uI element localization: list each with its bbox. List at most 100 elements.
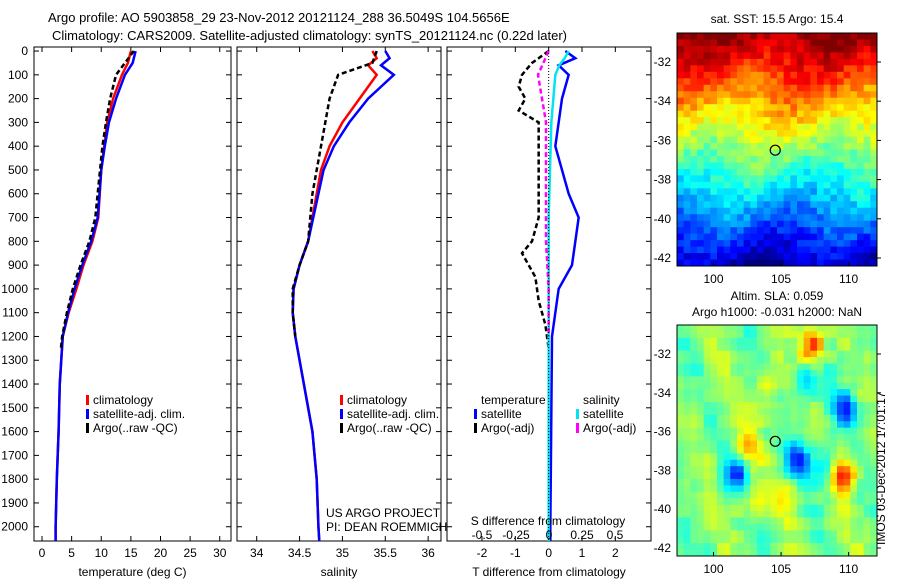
sla-map [677, 325, 878, 557]
x-tick-label: 0 [39, 546, 46, 560]
legend-label: Argo(-adj) [583, 421, 636, 435]
series-line-argo-raw-qc- [59, 50, 135, 349]
argo-location-marker [769, 435, 781, 447]
x-tick-label: 0 [545, 546, 552, 560]
depth-tick-label: 2000 [1, 520, 28, 534]
lon-tick-label: 100 [703, 562, 723, 576]
s-tick-label: -0.25 [502, 528, 530, 542]
x-tick-label: 20 [154, 546, 168, 560]
x-tick-label: 35.5 [374, 546, 398, 560]
x-tick-label: 35 [336, 546, 350, 560]
s-tick-label: 0.5 [607, 528, 624, 542]
s-axis-label: S difference from climatology [471, 514, 626, 528]
lat-tick-label: -40 [654, 212, 672, 226]
lat-tick-label: -42 [654, 251, 672, 265]
x-axis-label: T difference from climatology [472, 565, 626, 579]
depth-tick-label: 200 [8, 92, 28, 106]
legend-header-temperature: temperature [481, 393, 546, 407]
depth-tick-label: 800 [8, 234, 28, 248]
x-tick-label: 2 [612, 546, 619, 560]
lat-tick-label: -42 [654, 541, 672, 555]
legend-swatch [576, 423, 579, 433]
x-tick-label: 10 [95, 546, 109, 560]
lat-tick-label: -38 [654, 463, 672, 477]
depth-tick-label: 1000 [1, 282, 28, 296]
depth-tick-label: 600 [8, 187, 28, 201]
lon-tick-label: 100 [703, 272, 723, 286]
depth-tick-label: 1100 [2, 306, 28, 320]
map-frame [676, 32, 878, 267]
depth-tick-label: 1500 [1, 401, 28, 415]
x-tick-label: 5 [68, 546, 75, 560]
series-line-t-satellite [549, 50, 580, 541]
series-line-argo-raw-qc- [291, 50, 378, 337]
legend-swatch [576, 409, 579, 419]
x-axis-label: salinity [321, 565, 358, 579]
lat-tick-label: -38 [654, 173, 672, 187]
depth-tick-label: 1800 [1, 472, 28, 486]
legend-swatch [86, 409, 89, 419]
lon-tick-label: 110 [839, 562, 858, 576]
legend-swatch [340, 395, 343, 405]
depth-tick-label: 1700 [1, 448, 28, 462]
legend-swatch [340, 423, 343, 433]
argo-location-marker [769, 144, 781, 156]
legend-label: satellite [583, 407, 624, 421]
s-tick-label: 0 [546, 528, 553, 542]
lat-tick-label: -34 [654, 386, 672, 400]
project-label: US ARGO PROJECT [326, 506, 441, 520]
pi-label: PI: DEAN ROEMMICH [326, 520, 447, 534]
lon-tick-label: 105 [771, 562, 791, 576]
depth-tick-label: 900 [8, 258, 28, 272]
title-line1: Argo profile: AO 5903858_29 23-Nov-2012 … [48, 10, 510, 25]
legend-swatch [86, 395, 89, 405]
depth-tick-label: 1200 [1, 329, 28, 343]
depth-tick-label: 1400 [1, 377, 28, 391]
depth-tick-label: 500 [8, 163, 28, 177]
x-tick-label: 15 [124, 546, 138, 560]
depth-tick-label: 700 [8, 211, 28, 225]
lat-tick-label: -40 [654, 502, 672, 516]
legend-swatch [474, 423, 477, 433]
lat-tick-label: -34 [654, 94, 672, 108]
map-title: Altim. SLA: 0.059 [731, 289, 824, 303]
series-line-satellite-adj-clim- [54, 50, 137, 541]
depth-tick-label: 400 [8, 139, 28, 153]
legend-swatch [86, 423, 89, 433]
x-tick-label: 30 [213, 546, 227, 560]
s-tick-label: -0.5 [472, 528, 493, 542]
map-title: sat. SST: 15.5 Argo: 15.4 [711, 12, 844, 26]
x-tick-label: 34.5 [288, 546, 312, 560]
legend-label: satellite [481, 407, 522, 421]
x-tick-label: 36 [421, 546, 435, 560]
series-line-t-argo-adj- [516, 50, 550, 349]
legend-label: Argo(..raw -QC) [347, 421, 432, 435]
lat-tick-label: -32 [654, 55, 672, 69]
legend-label: Argo(-adj) [481, 421, 534, 435]
lon-tick-label: 105 [771, 272, 791, 286]
legend-swatch [340, 409, 343, 419]
lat-tick-label: -32 [654, 347, 672, 361]
x-tick-label: 1 [579, 546, 586, 560]
profile-panel-0 [33, 46, 232, 542]
x-tick-label: 25 [183, 546, 197, 560]
x-axis-label: temperature (deg C) [78, 565, 186, 579]
lon-tick-label: 110 [839, 272, 858, 286]
x-tick-label: -1 [510, 546, 521, 560]
legend-label: Argo(..raw -QC) [93, 421, 178, 435]
title-line2: Climatology: CARS2009. Satellite-adjuste… [52, 28, 567, 43]
depth-tick-label: 100 [8, 68, 28, 82]
x-tick-label: 34 [250, 546, 264, 560]
depth-tick-label: 0 [21, 44, 28, 58]
series-line-satellite-adj-clim- [291, 50, 396, 542]
legend-label: satellite-adj. clim. [93, 407, 185, 421]
lat-tick-label: -36 [654, 425, 672, 439]
depth-tick-label: 300 [8, 115, 28, 129]
legend-label: satellite-adj. clim. [347, 407, 439, 421]
depth-tick-label: 1600 [1, 425, 28, 439]
map-frame [676, 324, 878, 557]
lat-tick-label: -36 [654, 133, 672, 147]
sst-map [677, 33, 878, 267]
